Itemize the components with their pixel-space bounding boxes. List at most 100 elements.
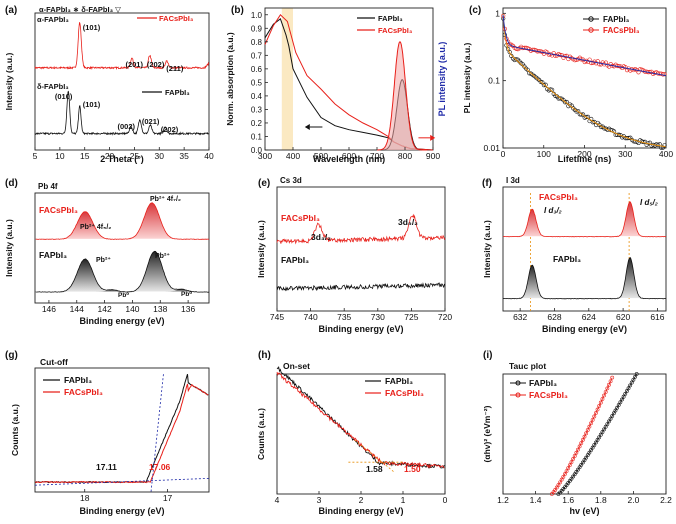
x-tick-label: 3	[317, 495, 322, 505]
peak-label: (202)	[161, 125, 179, 134]
peak-label: (211)	[166, 64, 184, 73]
peak-label: (201)	[125, 60, 143, 69]
y-axis-label: Intensity (a.u.)	[256, 220, 266, 278]
data-point	[577, 444, 582, 449]
x-axis-label: Binding energy (eV)	[318, 506, 403, 516]
onset-line-fapbi3	[276, 366, 445, 470]
x-tick-label: 142	[98, 304, 112, 314]
legend-fapbi3: FAPbI₃	[378, 14, 403, 23]
x-tick-label: 100	[537, 149, 551, 159]
x-tick-label: 628	[547, 312, 561, 322]
data-point	[541, 83, 547, 88]
peak-fill	[129, 202, 175, 239]
x-tick-label: 40	[204, 151, 214, 161]
x-axis-label: Binding energy (eV)	[318, 324, 403, 334]
data-point	[597, 62, 602, 67]
y-tick-label: 0.9	[251, 24, 263, 33]
plot-frame	[502, 186, 667, 312]
panel-c: 0 100 200 300 400 1 0.1 0.01 (c) Lifetime (ns) PL …	[462, 5, 673, 164]
panel-title: Cs 3d	[280, 176, 302, 185]
panel-label: (i)	[483, 350, 492, 361]
peak-label: Pb⁰	[181, 291, 192, 298]
peak-fill	[131, 251, 178, 292]
xps-line-facspbi3	[276, 213, 446, 245]
x-axis-label: Wavelength (nm)	[313, 154, 385, 164]
legend-marker	[515, 392, 521, 398]
data-point	[580, 112, 586, 117]
y-tick-label: 0.1	[251, 132, 263, 141]
y-tick-label: 1	[495, 8, 500, 18]
legend-marker	[588, 27, 594, 33]
peak-label: (021)	[142, 117, 160, 126]
x-tick-label: 300	[258, 151, 272, 161]
data-point	[603, 424, 608, 429]
tauc-points-fapbi3	[556, 372, 639, 496]
data-point	[600, 430, 605, 434]
data-point	[605, 386, 610, 391]
peak-label: (002)	[118, 122, 136, 131]
data-point	[626, 386, 631, 391]
data-point	[571, 457, 575, 461]
y-axis-label: Counts (a.u.)	[256, 408, 266, 460]
label-fapbi3: FAPbI₃	[39, 250, 67, 260]
peak-label: (010)	[55, 92, 73, 101]
data-point	[628, 383, 633, 388]
y-tick-label: 0.01	[483, 143, 500, 153]
alpha-label: α-FAPbI₃	[37, 15, 69, 24]
panel-a: 5 10 15 20 25 30 35 40 (a) 2 Theta (°) Intensity (…	[4, 5, 214, 164]
data-point	[620, 397, 624, 402]
x-tick-label: 720	[438, 312, 452, 322]
data-point	[598, 432, 603, 437]
x-axis-label: Binding energy (eV)	[542, 324, 627, 334]
legend-marker	[588, 16, 594, 22]
tangent	[354, 439, 395, 473]
x-tick-label: 1.2	[497, 495, 509, 505]
data-point	[563, 100, 568, 105]
panel-g: 18 17 (g) Binding energy (eV) Counts (a.u.) C…	[5, 350, 210, 516]
y2-axis-label: PL intensity (a.u.)	[437, 42, 447, 117]
legend-facspbi3: FACsPbI₃	[529, 390, 568, 400]
legend-facspbi3: FACsPbI₃	[385, 388, 424, 398]
x-tick-label: 35	[179, 151, 189, 161]
x-axis-label: Binding energy (eV)	[79, 316, 164, 326]
data-point	[623, 391, 628, 396]
panel-f: 632 628 624 620 616 (f) Binding energy (eV) Int…	[482, 176, 667, 334]
plot-frame	[34, 367, 210, 493]
data-point	[621, 394, 626, 399]
peak-fill	[62, 259, 109, 292]
data-point	[610, 375, 615, 380]
tauc-points-facspbi3	[550, 375, 615, 496]
plot-frame	[34, 12, 210, 151]
data-point	[587, 424, 592, 429]
data-point	[525, 67, 530, 72]
legend-facspbi3: FACsPbI₃	[603, 26, 640, 35]
tangent	[150, 374, 164, 493]
peak-label: Pb²⁺	[155, 252, 170, 260]
arrow-head	[430, 134, 436, 141]
data-point	[608, 416, 613, 421]
legend-facspbi3: FACsPbI₃	[64, 387, 103, 397]
data-point	[598, 400, 603, 405]
data-point	[584, 114, 589, 120]
tauc-line	[558, 373, 638, 495]
panel-i: 1.2 1.4 1.6 1.8 2.0 2.2 (i) hv (eV) (αhv)² (eVm⁻…	[482, 350, 672, 516]
x-tick-label: 745	[270, 312, 284, 322]
y-axis-label: Norm. absorption (a.u.)	[225, 32, 235, 126]
x-tick-label: 10	[55, 151, 65, 161]
x-tick-label: 632	[513, 312, 527, 322]
data-point	[602, 393, 606, 398]
data-point	[594, 411, 598, 415]
x-tick-label: 200	[577, 149, 591, 159]
peak-label: Pb²⁺	[96, 256, 111, 264]
x-tick-label: 0	[443, 495, 448, 505]
xps-line-facspbi3	[35, 202, 210, 240]
value-fapbi3: 17.11	[96, 462, 117, 472]
y-axis-label: PL intensity (a.u.)	[462, 42, 472, 113]
data-point	[629, 380, 634, 385]
data-point	[608, 379, 613, 384]
peak-fill	[62, 211, 109, 239]
data-point	[594, 440, 598, 445]
y-tick-label: 0.3	[251, 105, 263, 114]
x-axis-label: hv (eV)	[569, 506, 599, 516]
